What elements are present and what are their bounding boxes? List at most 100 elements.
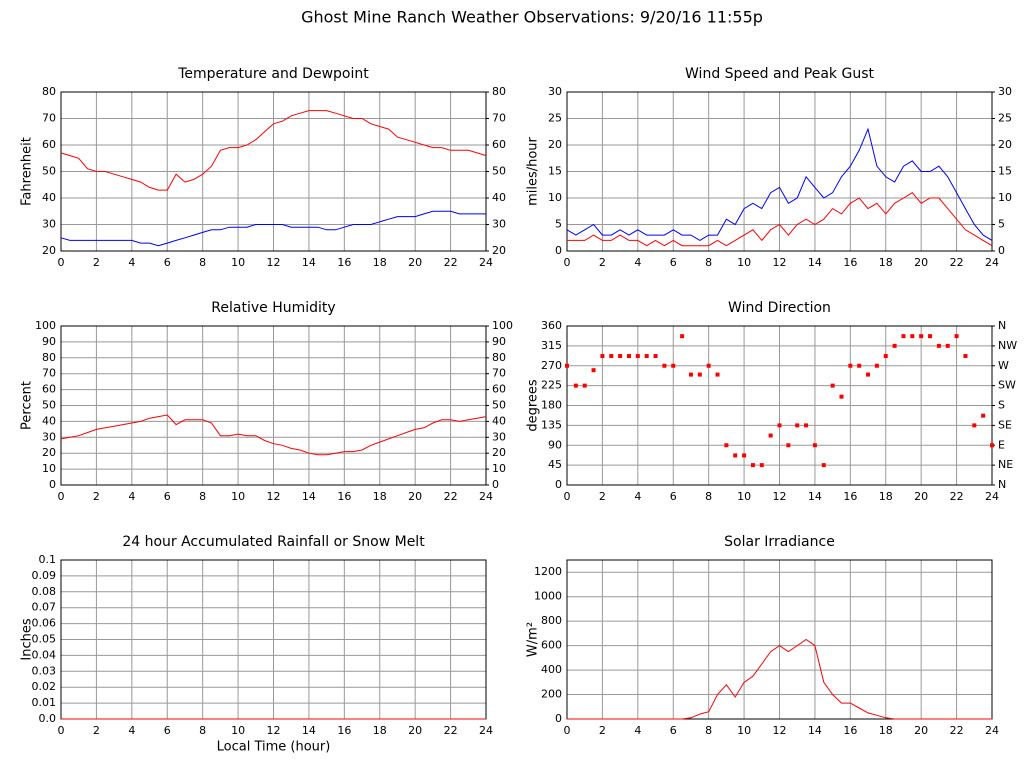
x-tick-label: 16 — [843, 256, 857, 269]
y2-tick-label: 80 — [492, 85, 506, 98]
x-tick-label: 0 — [564, 256, 571, 269]
x-tick-label: 6 — [164, 724, 171, 737]
data-point — [733, 453, 738, 458]
data-point — [954, 334, 959, 339]
data-point — [804, 423, 809, 428]
y-tick-label: 10 — [548, 191, 562, 204]
x-tick-label: 12 — [773, 256, 787, 269]
x-tick-label: 16 — [843, 490, 857, 503]
plot-frame — [566, 325, 993, 486]
panel-title: 24 hour Accumulated Rainfall or Snow Mel… — [122, 534, 425, 550]
y-tick-label: 30 — [42, 218, 56, 231]
data-point — [768, 433, 773, 438]
x-tick-label: 12 — [267, 724, 281, 737]
x-tick-label: 24 — [985, 256, 999, 269]
y2-tick-label: SW — [998, 379, 1016, 392]
data-line — [567, 638, 992, 720]
y2-tick-label: E — [998, 438, 1005, 451]
y2-tick-label: N — [998, 478, 1006, 491]
y-tick-label: 45 — [548, 458, 562, 471]
y-tick-label: 60 — [42, 383, 56, 396]
y-tick-label: 60 — [42, 138, 56, 151]
x-tick-label: 4 — [634, 724, 641, 737]
x-tick-label: 2 — [599, 724, 606, 737]
y-tick-label: 70 — [42, 112, 56, 125]
x-tick-label: 10 — [231, 724, 245, 737]
y-tick-label: 135 — [541, 418, 562, 431]
data-point — [830, 383, 835, 388]
y-tick-label: 20 — [42, 446, 56, 459]
y2-tick-label: 70 — [492, 367, 506, 380]
y2-tick-label: 90 — [492, 335, 506, 348]
y-tick-label: 0 — [555, 244, 562, 257]
y-tick-label: 1000 — [534, 590, 562, 603]
y-tick-label: 5 — [555, 218, 562, 231]
y-tick-label: 0.03 — [32, 664, 57, 677]
y-tick-label: 600 — [541, 639, 562, 652]
data-point — [812, 443, 817, 448]
x-tick-label: 22 — [950, 490, 964, 503]
y-tick-label: 225 — [541, 379, 562, 392]
x-tick-label: 12 — [267, 256, 281, 269]
x-tick-label: 22 — [444, 256, 458, 269]
y-tick-label: 0 — [555, 478, 562, 491]
data-point — [972, 423, 977, 428]
data-point — [759, 463, 764, 468]
y-axis-label: miles/hour — [526, 136, 541, 205]
data-point — [839, 394, 844, 399]
page-title: Ghost Mine Ranch Weather Observations: 9… — [301, 8, 763, 27]
x-tick-label: 4 — [128, 256, 135, 269]
panel-title: Wind Speed and Peak Gust — [685, 66, 874, 82]
y2-tick-label: 40 — [492, 191, 506, 204]
y2-tick-label: 30 — [492, 430, 506, 443]
y2-tick-label: 60 — [492, 138, 506, 151]
x-tick-label: 18 — [879, 256, 893, 269]
y-tick-label: 20 — [548, 138, 562, 151]
x-tick-label: 24 — [479, 256, 493, 269]
data-line — [566, 127, 993, 241]
data-point — [715, 372, 720, 377]
x-tick-label: 24 — [985, 490, 999, 503]
x-tick-label: 12 — [773, 490, 787, 503]
x-tick-label: 0 — [564, 490, 571, 503]
x-tick-label: 0 — [58, 256, 65, 269]
x-tick-label: 10 — [737, 490, 751, 503]
data-point — [688, 372, 693, 377]
x-tick-label: 2 — [599, 256, 606, 269]
x-tick-label: 6 — [670, 256, 677, 269]
panel-title: Wind Direction — [728, 300, 831, 316]
data-line — [60, 414, 487, 456]
data-point — [573, 383, 578, 388]
plot-frame — [60, 91, 487, 252]
data-point — [644, 354, 649, 359]
data-point — [866, 372, 871, 377]
data-point — [990, 443, 994, 448]
y-tick-label: 100 — [35, 319, 56, 332]
x-tick-label: 8 — [199, 724, 206, 737]
data-point — [981, 413, 986, 418]
x-tick-label: 12 — [267, 490, 281, 503]
data-point — [892, 343, 897, 348]
x-tick-label: 14 — [808, 490, 822, 503]
x-tick-label: 20 — [408, 490, 422, 503]
y-axis-label: Percent — [20, 381, 35, 430]
y-tick-label: 0.07 — [32, 601, 57, 614]
x-tick-label: 0 — [58, 724, 65, 737]
y-tick-label: 200 — [541, 688, 562, 701]
data-point — [706, 363, 711, 368]
x-tick-label: 6 — [164, 256, 171, 269]
panel: 24 hour Accumulated Rainfall or Snow Mel… — [20, 534, 494, 755]
y-tick-label: 80 — [42, 85, 56, 98]
y-tick-label: 0.06 — [32, 617, 57, 630]
x-tick-label: 12 — [773, 724, 787, 737]
x-tick-label: 20 — [408, 724, 422, 737]
x-tick-label: 18 — [373, 256, 387, 269]
y2-tick-label: 50 — [492, 399, 506, 412]
panel-title: Temperature and Dewpoint — [177, 66, 369, 82]
data-point — [919, 334, 924, 339]
y-axis-label: W/m² — [526, 622, 541, 657]
x-tick-label: 18 — [879, 490, 893, 503]
